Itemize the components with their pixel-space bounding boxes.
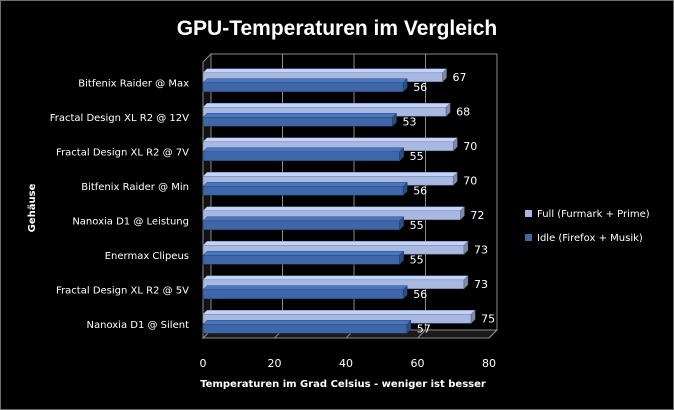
legend-label-full: Full (Furmark + Prime): [537, 209, 650, 220]
bar-idle: [202, 254, 400, 265]
data-label-idle: 56: [413, 288, 427, 301]
bar-top-idle: [202, 251, 405, 256]
bar-end-full: [445, 102, 451, 117]
category-label: Bitfenix Raider @ Min: [81, 182, 189, 193]
data-label-full: 73: [474, 243, 488, 256]
x-tick-label: 40: [339, 357, 353, 370]
data-label-full: 68: [456, 105, 470, 118]
category-label: Fractal Design XL R2 @ 7V: [56, 147, 189, 158]
bar-idle: [202, 323, 408, 334]
bar-end-full: [460, 206, 465, 221]
category-label: Nanoxia D1 @ Silent: [87, 320, 190, 331]
bar-top-idle: [202, 320, 412, 325]
bar-idle: [202, 82, 404, 93]
chart-title: GPU-Temperaturen im Vergleich: [177, 17, 498, 40]
bar-end-idle: [399, 147, 404, 162]
bar-idle: [202, 185, 404, 196]
x-tick-label: 60: [411, 357, 425, 370]
data-label-full: 72: [470, 209, 484, 222]
legend-swatch-idle: [525, 234, 532, 241]
category-label: Bitfenix Raider @ Max: [78, 78, 189, 89]
data-label-full: 67: [453, 71, 467, 84]
category-label: Enermax Clipeus: [105, 251, 189, 262]
data-label-idle: 56: [413, 184, 427, 197]
bar-top-full: [202, 310, 476, 315]
bar-top-full: [202, 241, 469, 246]
category-label: Nanoxia D1 @ Leistung: [72, 216, 189, 227]
legend-swatch-full: [525, 210, 532, 217]
bar-end-full: [470, 309, 476, 324]
data-label-full: 70: [463, 174, 477, 187]
bar-top-idle: [202, 182, 408, 187]
x-tick-label: 80: [482, 357, 496, 370]
bar-top-idle: [202, 78, 408, 83]
bar-top-idle: [202, 285, 408, 290]
x-tick-label: 0: [200, 357, 207, 370]
gridline-floor: [417, 329, 426, 339]
bar-idle: [202, 220, 400, 231]
bar-end-idle: [399, 250, 404, 265]
bar-top-full: [202, 68, 448, 73]
data-label-full: 70: [463, 140, 477, 153]
bar-idle: [202, 116, 393, 127]
data-label-idle: 55: [410, 253, 424, 266]
bar-end-full: [453, 137, 458, 152]
legend-label-idle: Idle (Firefox + Musik): [537, 233, 643, 244]
data-label-idle: 55: [410, 150, 424, 163]
data-label-idle: 55: [410, 219, 424, 232]
x-axis-label: Temperaturen im Grad Celsius - weniger i…: [200, 379, 486, 390]
bar-end-idle: [406, 319, 412, 334]
bar-end-full: [463, 240, 469, 255]
bar-end-idle: [392, 112, 397, 127]
bar-top-full: [202, 275, 469, 280]
bar-end-full: [442, 68, 447, 83]
bar-end-full: [453, 171, 458, 186]
data-label-full: 75: [481, 312, 495, 325]
bar-end-idle: [402, 285, 408, 300]
category-label: Fractal Design XL R2 @ 5V: [56, 285, 189, 296]
legend: Full (Furmark + Prime) Idle (Firefox + M…: [525, 209, 650, 244]
bar-idle: [202, 289, 404, 300]
y-axis-label: Gehäuse: [27, 183, 38, 232]
bar-end-idle: [402, 181, 408, 196]
data-label-idle: 53: [402, 115, 416, 128]
bar-top-full: [202, 206, 466, 211]
bar-top-full: [202, 103, 451, 108]
bar-top-full: [202, 137, 458, 142]
bar-end-idle: [399, 216, 404, 231]
x-tick-label: 20: [268, 357, 282, 370]
data-label-idle: 56: [413, 81, 427, 94]
gridline-floor: [488, 329, 498, 339]
bar-top-idle: [202, 147, 405, 152]
data-label-full: 73: [474, 278, 488, 291]
bar-top-full: [202, 172, 458, 177]
bar-top-idle: [202, 113, 398, 118]
category-label: Fractal Design XL R2 @ 12V: [50, 113, 189, 124]
bar-idle: [202, 151, 400, 162]
plot-area: 0 20 40 60 80 Bitfenix Raider @ Max 67 56 Fracta…: [50, 52, 499, 370]
data-label-idle: 57: [417, 322, 431, 335]
bar-end-full: [463, 275, 469, 290]
bar-end-idle: [402, 78, 408, 93]
bar-top-idle: [202, 216, 405, 221]
